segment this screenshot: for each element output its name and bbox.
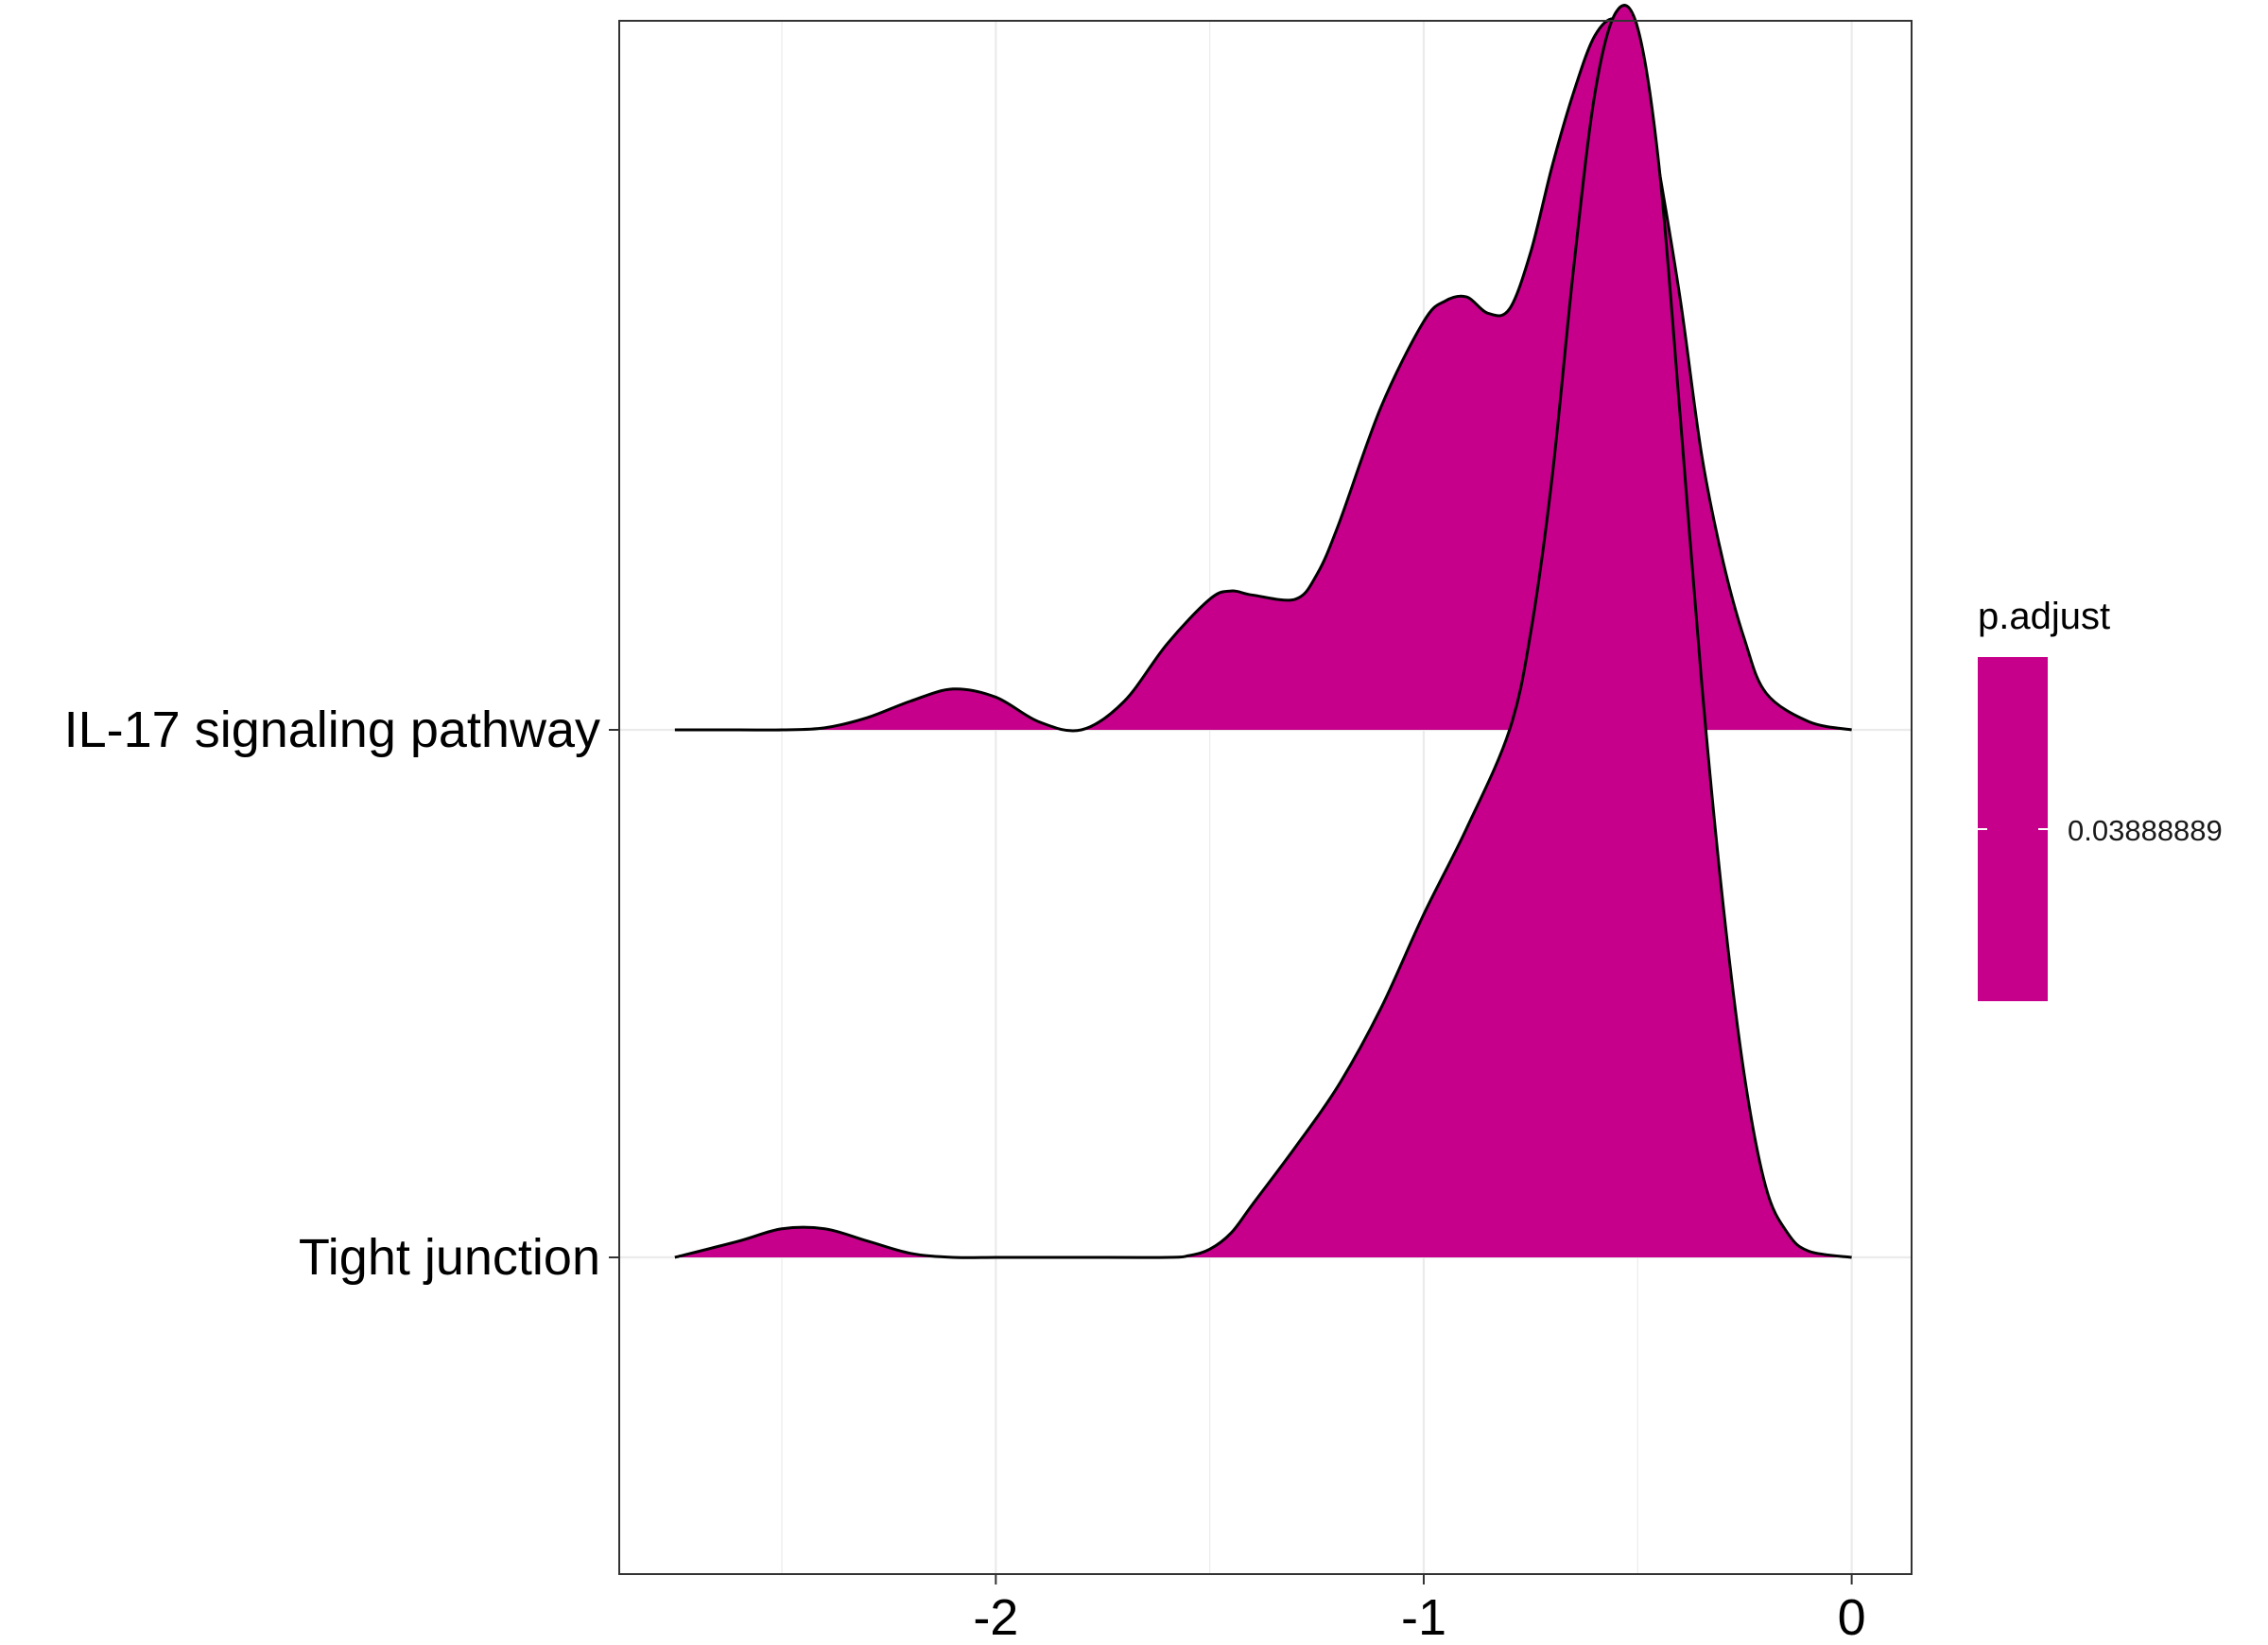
x-tick-label: -2 bbox=[973, 1589, 1018, 1645]
legend-title: p.adjust bbox=[1978, 596, 2110, 637]
ridge-area bbox=[674, 5, 1852, 1258]
x-tick-label: -1 bbox=[1401, 1589, 1446, 1645]
ridge-outline bbox=[674, 4, 1852, 1259]
legend-colorbar bbox=[1978, 657, 2048, 1001]
y-tick-label: IL-17 signaling pathway bbox=[64, 701, 600, 758]
x-axis: -2 -1 0 bbox=[973, 1574, 1866, 1645]
density-ridges bbox=[674, 4, 1852, 1259]
y-axis: IL-17 signaling pathway Tight junction bbox=[64, 701, 619, 1286]
y-tick-label: Tight junction bbox=[299, 1229, 600, 1286]
panel-border bbox=[618, 20, 1913, 1575]
x-tick-label: 0 bbox=[1838, 1589, 1866, 1645]
legend-label: 0.03888889 bbox=[2068, 814, 2223, 847]
ridge-1 bbox=[674, 4, 1852, 1259]
ridge-outline bbox=[674, 17, 1852, 733]
legend: p.adjust 0.03888889 bbox=[1978, 596, 2223, 1001]
